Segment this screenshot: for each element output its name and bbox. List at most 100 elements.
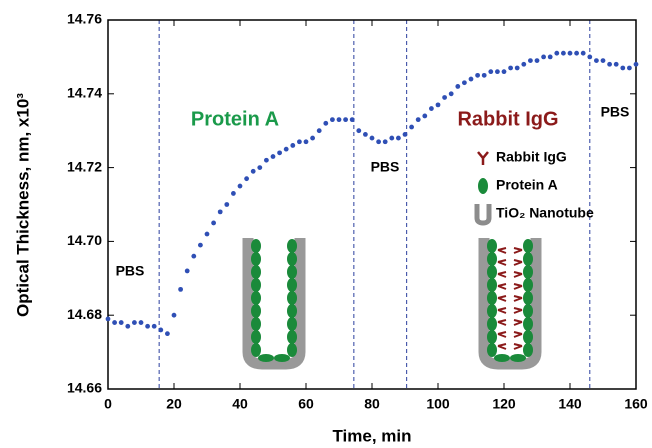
data-point bbox=[191, 253, 197, 259]
data-point bbox=[171, 312, 177, 318]
data-point bbox=[290, 143, 296, 148]
data-point bbox=[336, 117, 342, 123]
data-point bbox=[277, 150, 282, 156]
data-point bbox=[422, 113, 428, 119]
data-point bbox=[613, 61, 619, 67]
protein-a bbox=[487, 330, 497, 344]
data-point bbox=[587, 54, 593, 60]
protein-a bbox=[487, 278, 497, 292]
data-point bbox=[264, 157, 269, 163]
data-point bbox=[521, 61, 527, 67]
data-point bbox=[118, 320, 124, 325]
protein-a bbox=[523, 317, 533, 331]
data-point bbox=[561, 50, 566, 56]
protein-a bbox=[251, 304, 261, 318]
protein-a bbox=[487, 317, 497, 331]
data-point bbox=[145, 323, 151, 329]
data-point bbox=[198, 242, 203, 248]
data-point bbox=[429, 106, 434, 111]
data-point bbox=[495, 69, 500, 75]
x-tick-label: 100 bbox=[426, 396, 450, 412]
data-point bbox=[250, 168, 256, 174]
data-point bbox=[257, 165, 263, 171]
data-point bbox=[627, 65, 632, 71]
data-point bbox=[488, 69, 494, 75]
data-point bbox=[369, 135, 375, 141]
protein-a bbox=[523, 291, 533, 305]
data-point bbox=[442, 95, 447, 100]
data-point bbox=[508, 65, 513, 71]
protein-a bbox=[287, 343, 297, 357]
protein-a bbox=[287, 304, 297, 318]
y-tick-label: 14.74 bbox=[67, 85, 102, 101]
data-point bbox=[574, 50, 579, 56]
rabbit-igg bbox=[497, 283, 523, 290]
protein-a bbox=[287, 252, 297, 266]
annotation: Protein A bbox=[191, 108, 279, 130]
legend-icon bbox=[474, 204, 492, 226]
data-point bbox=[316, 128, 322, 134]
data-point bbox=[303, 139, 309, 145]
data-point bbox=[363, 131, 368, 137]
protein-a bbox=[523, 265, 533, 279]
data-point bbox=[237, 183, 243, 189]
data-point bbox=[125, 323, 131, 329]
protein-a bbox=[287, 265, 297, 279]
x-tick-label: 140 bbox=[558, 396, 582, 412]
protein-a bbox=[523, 252, 533, 266]
protein-a bbox=[487, 252, 497, 266]
protein-a bbox=[287, 239, 297, 253]
data-point bbox=[389, 135, 395, 141]
data-point bbox=[112, 320, 117, 325]
protein-a bbox=[523, 343, 533, 357]
data-point bbox=[330, 117, 335, 123]
rabbit-igg bbox=[497, 331, 523, 338]
data-point bbox=[541, 54, 546, 60]
data-point bbox=[409, 124, 414, 130]
data-point bbox=[607, 61, 612, 67]
data-point bbox=[151, 323, 157, 329]
x-tick-label: 80 bbox=[364, 396, 380, 412]
data-point bbox=[158, 327, 164, 333]
data-point bbox=[620, 65, 626, 71]
protein-a bbox=[494, 354, 510, 362]
data-point bbox=[501, 69, 507, 75]
data-point bbox=[396, 135, 401, 141]
x-tick-label: 20 bbox=[166, 396, 182, 412]
protein-a bbox=[523, 239, 533, 253]
data-point bbox=[349, 117, 355, 123]
data-point bbox=[178, 286, 184, 292]
nanotube bbox=[478, 238, 542, 370]
protein-a bbox=[487, 304, 497, 318]
data-point bbox=[415, 117, 421, 123]
data-point bbox=[468, 76, 474, 82]
protein-a bbox=[251, 239, 261, 253]
protein-a bbox=[251, 317, 261, 331]
nanotube-diagrams bbox=[242, 238, 542, 370]
annotation: PBS bbox=[371, 159, 400, 175]
protein-a bbox=[487, 291, 497, 305]
protein-a bbox=[258, 354, 274, 362]
x-tick-label: 60 bbox=[298, 396, 314, 412]
data-point bbox=[514, 65, 520, 71]
data-point bbox=[435, 102, 441, 108]
data-point bbox=[184, 268, 190, 274]
protein-a bbox=[510, 354, 526, 362]
legend-label: Rabbit IgG bbox=[496, 149, 567, 165]
protein-a bbox=[487, 239, 497, 253]
protein-a bbox=[251, 343, 261, 357]
x-tick-label: 120 bbox=[492, 396, 516, 412]
legend-icon bbox=[477, 151, 489, 165]
protein-a bbox=[523, 304, 533, 318]
rabbit-igg bbox=[497, 247, 523, 254]
rabbit-igg bbox=[497, 295, 523, 302]
data-point bbox=[528, 58, 533, 63]
protein-a bbox=[251, 252, 261, 266]
protein-a bbox=[287, 291, 297, 305]
y-axis-label: Optical Thickness, nm, x10³ bbox=[13, 93, 32, 317]
data-point bbox=[600, 58, 606, 63]
protein-a bbox=[251, 291, 261, 305]
data-point bbox=[323, 120, 329, 126]
data-point bbox=[105, 316, 111, 322]
